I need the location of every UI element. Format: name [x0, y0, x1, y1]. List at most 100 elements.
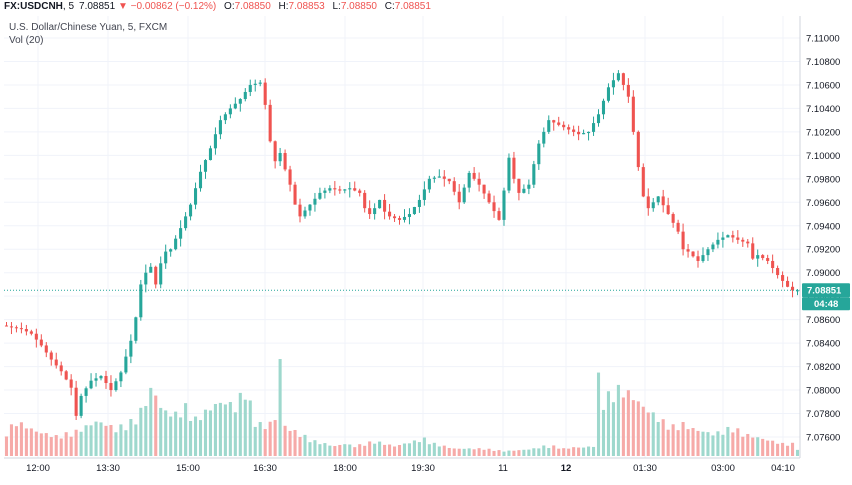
candle-body[interactable] [711, 244, 715, 250]
candle-body[interactable] [661, 196, 665, 206]
candle-body[interactable] [114, 381, 118, 391]
candle-body[interactable] [149, 266, 153, 273]
candle-body[interactable] [54, 359, 58, 366]
candle-body[interactable] [522, 188, 526, 193]
candle-body[interactable] [378, 199, 382, 209]
candle-body[interactable] [427, 178, 431, 190]
candle-body[interactable] [492, 202, 496, 212]
candle-body[interactable] [795, 290, 800, 292]
candle-body[interactable] [49, 352, 53, 360]
candle-body[interactable] [781, 275, 785, 281]
candle-body[interactable] [228, 108, 232, 115]
candle-body[interactable] [761, 255, 765, 259]
candle-body[interactable] [333, 188, 337, 190]
candle-body[interactable] [606, 87, 611, 101]
candle-body[interactable] [258, 82, 262, 84]
candle-body[interactable] [203, 160, 208, 172]
candle-body[interactable] [432, 177, 436, 179]
candle-body[interactable] [124, 356, 128, 373]
candle-body[interactable] [482, 184, 486, 194]
candle-body[interactable] [29, 331, 33, 334]
candle-body[interactable] [442, 176, 446, 179]
candle-body[interactable] [786, 280, 790, 287]
candle-body[interactable] [293, 184, 297, 205]
candle-body[interactable] [701, 255, 705, 261]
candle-body[interactable] [751, 243, 755, 259]
candle-body[interactable] [288, 169, 292, 185]
candle-body[interactable] [601, 100, 606, 115]
candle-body[interactable] [666, 205, 670, 215]
candle-body[interactable] [179, 228, 183, 239]
candle-body[interactable] [397, 218, 402, 220]
candle-body[interactable] [218, 120, 222, 135]
candle-body[interactable] [676, 222, 680, 232]
candle-body[interactable] [154, 266, 158, 285]
candle-body[interactable] [626, 84, 630, 97]
candle-body[interactable] [159, 263, 163, 285]
candle-body[interactable] [263, 82, 267, 105]
candle-body[interactable] [646, 196, 650, 209]
candle-body[interactable] [582, 133, 586, 135]
candle-body[interactable] [169, 249, 173, 252]
candle-body[interactable] [298, 204, 302, 217]
candle-body[interactable] [283, 153, 287, 170]
candle-body[interactable] [746, 241, 750, 244]
candle-body[interactable] [348, 188, 352, 190]
candle-body[interactable] [84, 388, 88, 396]
candle-body[interactable] [726, 235, 730, 238]
candle-body[interactable] [422, 189, 426, 200]
candle-body[interactable] [139, 284, 143, 318]
candle-body[interactable] [487, 193, 491, 203]
candle-body[interactable] [338, 189, 342, 191]
candle-body[interactable] [368, 208, 372, 215]
candle-body[interactable] [417, 199, 421, 207]
candle-body[interactable] [303, 210, 307, 217]
volume-indicator-label[interactable]: Vol (20) [9, 35, 44, 46]
candle-body[interactable] [771, 260, 775, 269]
candle-body[interactable] [537, 143, 541, 165]
candle-body[interactable] [776, 268, 780, 276]
candle-body[interactable] [731, 235, 735, 238]
candle-body[interactable] [323, 190, 327, 193]
candle-body[interactable] [716, 239, 720, 245]
candle-body[interactable] [587, 131, 591, 134]
candle-body[interactable] [412, 206, 416, 215]
candle-body[interactable] [706, 249, 710, 256]
candle-body[interactable] [144, 272, 148, 285]
candle-body[interactable] [388, 211, 392, 217]
candle-body[interactable] [19, 328, 23, 330]
candle-body[interactable] [9, 326, 14, 328]
candle-body[interactable] [552, 120, 556, 123]
candle-body[interactable] [134, 317, 138, 341]
candle-body[interactable] [89, 380, 93, 389]
candle-body[interactable] [681, 231, 685, 250]
candle-body[interactable] [79, 395, 83, 416]
candle-body[interactable] [591, 123, 596, 132]
candle-body[interactable] [59, 365, 63, 372]
candle-body[interactable] [502, 190, 506, 220]
candle-body[interactable] [472, 172, 476, 179]
candle-body[interactable] [557, 122, 561, 125]
candle-body[interactable] [14, 327, 18, 329]
candle-body[interactable] [527, 184, 531, 189]
candle-body[interactable] [790, 286, 795, 291]
candle-body[interactable] [507, 157, 511, 191]
candle-body[interactable] [373, 208, 377, 215]
candle-body[interactable] [223, 114, 227, 121]
candle-body[interactable] [164, 251, 168, 264]
candle-body[interactable] [636, 131, 640, 168]
candle-body[interactable] [631, 96, 635, 132]
candle-body[interactable] [353, 188, 357, 191]
candle-body[interactable] [462, 187, 466, 203]
candle-body[interactable] [313, 198, 317, 205]
candle-body[interactable] [328, 188, 332, 191]
candle-body[interactable] [392, 216, 397, 219]
candle-body[interactable] [308, 204, 312, 211]
candle-body[interactable] [383, 199, 387, 212]
candle-body[interactable] [278, 153, 282, 162]
candle-body[interactable] [756, 255, 760, 259]
candle-body[interactable] [34, 333, 38, 340]
candle-body[interactable] [721, 237, 725, 240]
candle-body[interactable] [233, 103, 237, 109]
